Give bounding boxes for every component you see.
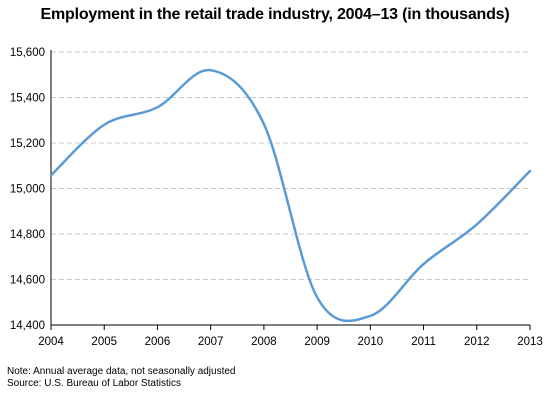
x-tick-label: 2007 (198, 336, 224, 348)
x-tick-label: 2011 (411, 336, 436, 348)
line-chart: 14,400 14,600 14,800 15,000 15,200 15,400 15,6… (10, 47, 543, 348)
y-tick-label: 14,800 (10, 229, 45, 241)
grid-layer (51, 51, 530, 280)
y-tick-label: 14,400 (10, 320, 45, 332)
y-tick-label: 15,200 (10, 138, 45, 150)
y-tick-label: 15,400 (10, 93, 45, 105)
axis-layer (50, 50, 531, 330)
line-layer (49, 68, 532, 323)
chart-source: Source: U.S. Bureau of Labor Statistics (7, 378, 181, 389)
label-layer: 14,400 14,600 14,800 15,000 15,200 15,400 15,6… (10, 47, 543, 348)
x-tick-label: 2012 (464, 336, 490, 348)
x-tick-label: 2005 (91, 336, 117, 348)
y-tick-label: 15,600 (10, 47, 45, 59)
chart-title: Employment in the retail trade industry,… (40, 6, 510, 23)
chart-note: Note: Annual average data, not seasonall… (7, 366, 236, 377)
x-tick-label: 2004 (38, 336, 64, 348)
y-tick-label: 14,600 (10, 275, 45, 287)
x-tick-label: 2008 (251, 336, 277, 348)
series-line (49, 68, 532, 323)
x-tick-label: 2009 (304, 336, 330, 348)
x-tick-label: 2013 (517, 336, 543, 348)
x-tick-label: 2006 (145, 336, 171, 348)
x-tick-label: 2010 (358, 336, 384, 348)
y-tick-label: 15,000 (10, 184, 45, 196)
